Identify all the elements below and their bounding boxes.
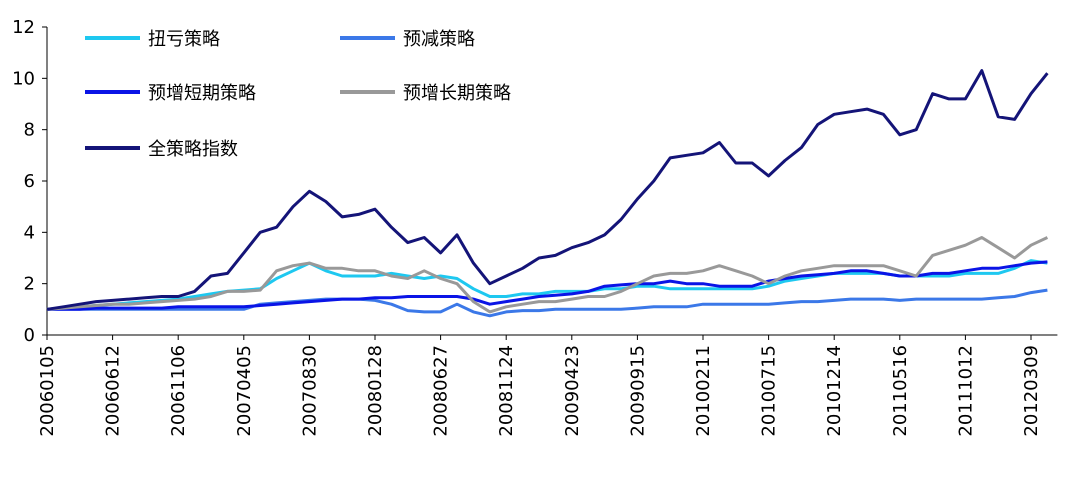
x-tick-label: 20070405 xyxy=(234,345,255,437)
x-tick-label: 20060105 xyxy=(37,345,58,437)
legend-label: 预减策略 xyxy=(403,29,475,50)
x-tick-label: 20081124 xyxy=(496,345,517,437)
x-tick-label: 20090915 xyxy=(627,345,648,437)
x-tick-label: 20101214 xyxy=(824,345,845,437)
legend-label: 预增短期策略 xyxy=(148,83,256,104)
x-tick-label: 20070830 xyxy=(299,345,320,437)
legend-label: 全策略指数 xyxy=(148,139,238,160)
y-tick-label: 8 xyxy=(24,120,35,141)
x-tick-label: 20090423 xyxy=(562,345,583,437)
y-tick-label: 10 xyxy=(12,68,35,89)
legend-label: 预增长期策略 xyxy=(403,83,511,104)
y-tick-label: 2 xyxy=(24,274,35,295)
y-tick-label: 12 xyxy=(12,17,35,38)
x-tick-label: 20100715 xyxy=(759,345,780,437)
y-tick-label: 4 xyxy=(24,222,35,243)
series-line xyxy=(47,260,1048,311)
x-tick-label: 20080128 xyxy=(365,345,386,437)
x-tick-label: 20100211 xyxy=(693,345,714,437)
series-line xyxy=(46,236,1049,314)
x-tick-label: 20110516 xyxy=(890,345,911,437)
x-tick-label: 20120309 xyxy=(1021,345,1042,437)
x-tick-label: 20061106 xyxy=(168,345,189,437)
series-line xyxy=(47,288,1048,318)
y-tick-label: 6 xyxy=(24,171,35,192)
y-tick-label: 0 xyxy=(24,325,35,346)
legend-label: 扭亏策略 xyxy=(148,29,220,50)
x-tick-label: 20060612 xyxy=(103,345,124,437)
x-tick-label: 20080627 xyxy=(431,345,452,437)
x-tick-label: 20111012 xyxy=(955,345,976,437)
series-line xyxy=(46,69,1049,311)
